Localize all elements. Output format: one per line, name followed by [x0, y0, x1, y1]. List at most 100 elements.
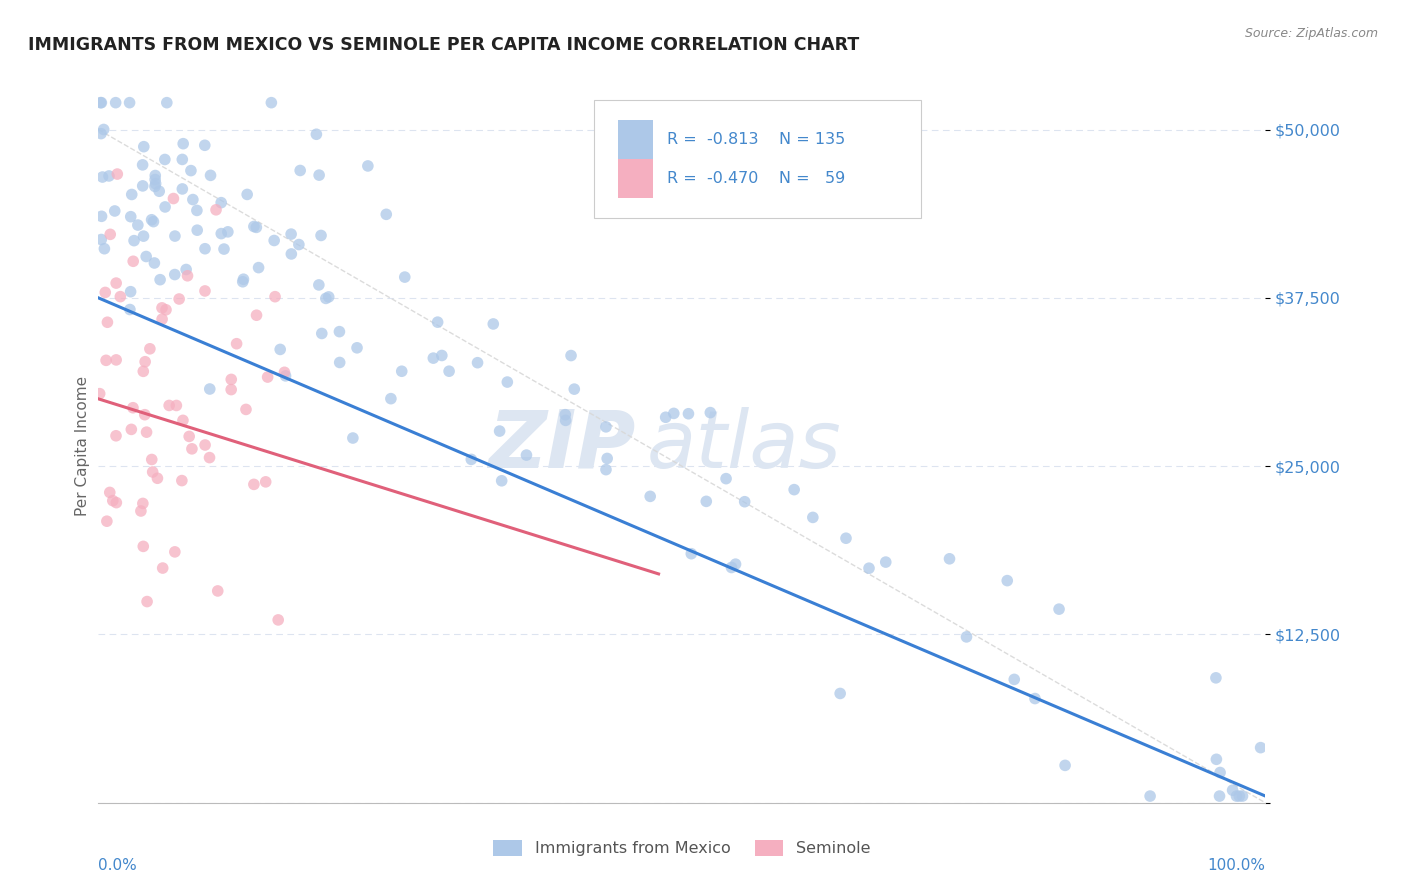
Point	[560, 349, 582, 363]
Point	[245, 220, 267, 235]
Point	[496, 375, 519, 389]
Point	[143, 169, 166, 183]
Point	[260, 95, 283, 110]
Point	[273, 365, 295, 379]
Point	[720, 560, 742, 574]
Point	[1054, 758, 1077, 772]
Point	[342, 431, 364, 445]
Point	[105, 429, 128, 443]
Point	[142, 465, 165, 479]
Point	[681, 547, 703, 561]
Point	[1208, 789, 1230, 803]
Text: IMMIGRANTS FROM MEXICO VS SEMINOLE PER CAPITA INCOME CORRELATION CHART: IMMIGRANTS FROM MEXICO VS SEMINOLE PER C…	[28, 36, 859, 54]
Point	[269, 343, 291, 357]
Point	[93, 242, 115, 256]
Point	[163, 545, 186, 559]
Point	[595, 420, 617, 434]
Point	[491, 474, 513, 488]
Point	[105, 495, 128, 509]
Point	[375, 207, 398, 221]
Point	[90, 95, 112, 110]
Point	[267, 613, 290, 627]
Point	[101, 493, 124, 508]
Text: ZIP: ZIP	[488, 407, 636, 485]
Point	[118, 302, 141, 317]
Point	[219, 372, 242, 386]
Point	[263, 234, 285, 248]
Point	[132, 229, 155, 244]
Point	[288, 237, 311, 252]
Point	[699, 406, 721, 420]
Point	[132, 139, 155, 153]
Point	[1222, 783, 1244, 797]
Point	[186, 223, 208, 237]
Point	[156, 95, 179, 110]
Point	[245, 308, 267, 322]
Point	[110, 290, 132, 304]
Point	[135, 425, 157, 439]
Point	[305, 128, 328, 142]
Point	[96, 514, 118, 528]
Point	[155, 302, 177, 317]
Point	[236, 187, 259, 202]
Point	[127, 218, 149, 232]
Point	[167, 292, 190, 306]
Point	[209, 227, 232, 241]
Point	[1002, 673, 1025, 687]
Point	[232, 275, 254, 289]
Point	[217, 225, 239, 239]
Point	[1205, 671, 1227, 685]
Point	[157, 399, 180, 413]
Point	[875, 555, 897, 569]
Point	[329, 355, 352, 369]
Point	[186, 203, 208, 218]
Point	[678, 407, 700, 421]
Point	[141, 212, 163, 227]
Point	[89, 95, 111, 110]
Point	[380, 392, 402, 406]
Point	[149, 273, 172, 287]
Point	[254, 475, 277, 489]
Point	[90, 233, 112, 247]
Point	[554, 413, 576, 427]
Point	[142, 214, 165, 228]
Point	[104, 95, 127, 110]
Point	[94, 353, 117, 368]
Point	[207, 583, 229, 598]
Point	[801, 510, 824, 524]
Point	[148, 184, 170, 198]
Point	[288, 163, 311, 178]
Point	[394, 270, 416, 285]
Point	[194, 284, 217, 298]
Point	[1232, 789, 1254, 803]
Point	[1225, 789, 1247, 803]
Point	[132, 178, 155, 193]
Point	[96, 315, 118, 329]
FancyBboxPatch shape	[595, 100, 921, 218]
Point	[318, 290, 340, 304]
Point	[194, 242, 217, 256]
Point	[308, 168, 330, 182]
Point	[98, 485, 121, 500]
Point	[357, 159, 380, 173]
Point	[180, 163, 202, 178]
Point	[995, 574, 1018, 588]
Point	[121, 187, 143, 202]
Point	[243, 219, 266, 234]
Point	[143, 256, 166, 270]
Point	[209, 195, 232, 210]
Point	[562, 382, 585, 396]
Point	[98, 169, 121, 183]
Point	[150, 301, 173, 315]
Point	[858, 561, 880, 575]
Point	[654, 410, 676, 425]
Point	[132, 496, 155, 510]
Point	[122, 401, 145, 415]
Point	[1047, 602, 1070, 616]
Point	[122, 234, 145, 248]
Point	[153, 153, 176, 167]
Point	[467, 356, 489, 370]
Point	[482, 317, 505, 331]
Point	[120, 285, 142, 299]
Point	[488, 424, 510, 438]
